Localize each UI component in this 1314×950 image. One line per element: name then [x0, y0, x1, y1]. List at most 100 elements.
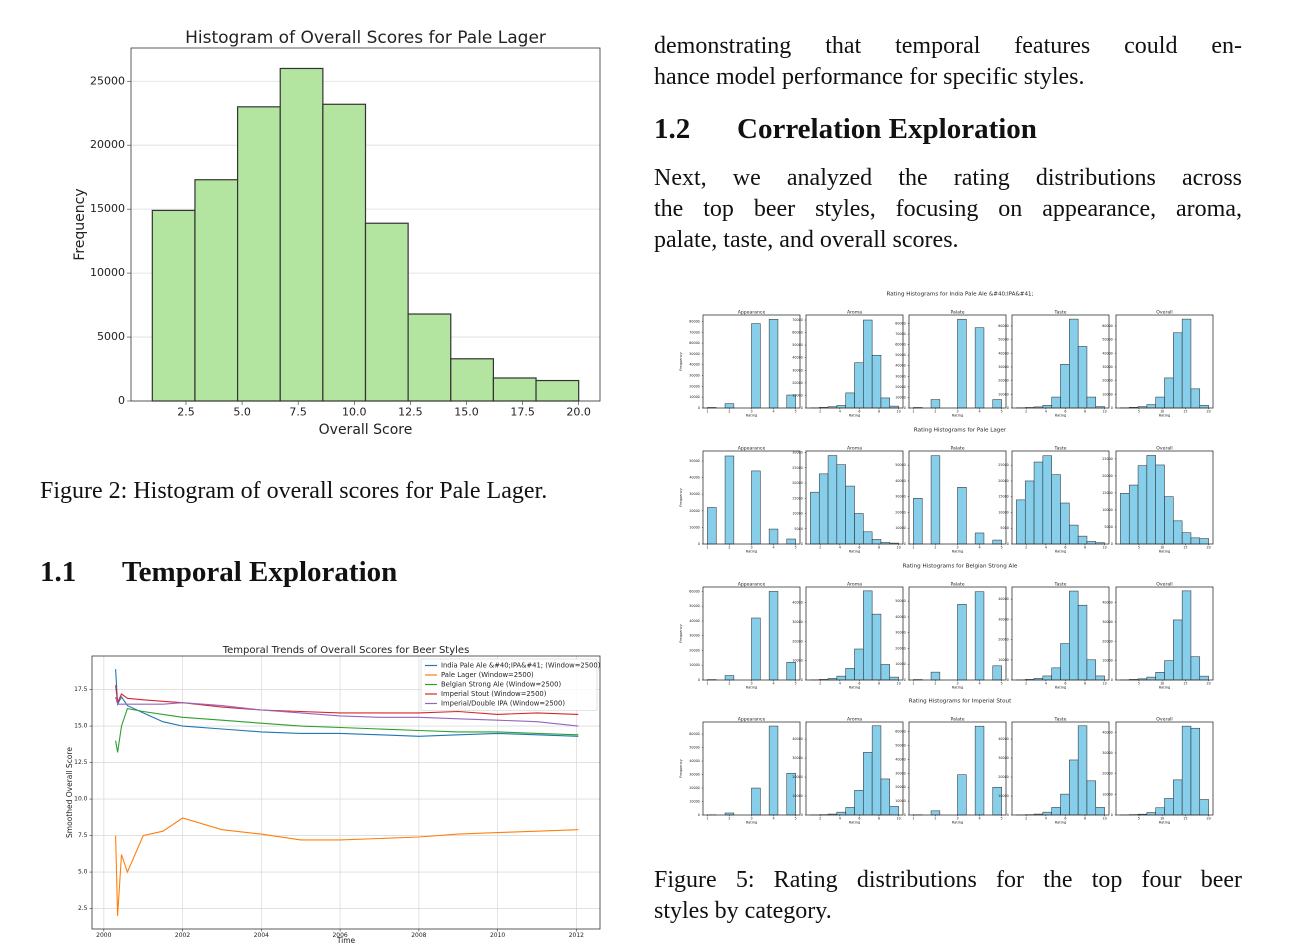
- y-tick-label: 20000: [689, 509, 700, 513]
- x-tick-label: 2: [819, 817, 821, 821]
- y-axis-label: Frequency: [679, 487, 683, 506]
- x-tick-label: 1: [912, 682, 914, 686]
- legend-box: [420, 658, 598, 711]
- bar: [1190, 388, 1201, 409]
- x-tick-label: 2: [819, 682, 821, 686]
- bar: [974, 725, 985, 816]
- bar: [930, 455, 941, 545]
- y-tick-label: 25000: [998, 463, 1009, 467]
- y-tick-label: 10000: [895, 526, 906, 530]
- bar: [1060, 502, 1070, 545]
- y-tick-label: 10000: [895, 395, 906, 399]
- plot-frame: [1011, 314, 1110, 409]
- x-tick-label: 3: [956, 410, 958, 414]
- x-tick-label: 2: [728, 410, 730, 414]
- chart-title: Palate: [950, 582, 964, 588]
- x-tick-label: 8: [878, 682, 880, 686]
- y-tick-label: 10000: [998, 794, 1009, 798]
- y-tick-label: 5.0: [78, 869, 88, 876]
- bar: [1128, 484, 1139, 545]
- x-tick-label: 8: [1084, 410, 1086, 414]
- bar: [889, 676, 899, 681]
- bar: [1173, 332, 1183, 409]
- bar: [871, 539, 882, 545]
- x-tick-label: 5: [795, 682, 797, 686]
- x-tick-label: 12.5: [398, 406, 423, 419]
- y-tick-label: 40000: [895, 615, 906, 619]
- y-tick-label: 40000: [1102, 730, 1113, 734]
- bar: [1042, 455, 1052, 545]
- bar: [974, 327, 985, 409]
- x-tick-label: 10: [1102, 546, 1106, 550]
- plot-frame: [1011, 586, 1110, 681]
- bar: [974, 591, 985, 681]
- y-tick-label: 0: [904, 678, 906, 682]
- y-tick-label: 12.5: [74, 759, 88, 766]
- x-tick-label: 3: [750, 410, 752, 414]
- plot-frame: [805, 721, 904, 816]
- bar: [863, 319, 873, 409]
- y-tick-label: 20000: [792, 775, 803, 779]
- bar: [1190, 656, 1201, 681]
- x-tick-label: 10: [896, 546, 900, 550]
- x-tick-label: 6: [1064, 546, 1066, 550]
- plot-frame: [1115, 721, 1214, 816]
- y-axis-label: Frequency: [679, 623, 683, 642]
- x-tick-label: 2: [934, 546, 936, 550]
- bar: [768, 319, 779, 409]
- y-tick-label: 30000: [1102, 751, 1113, 755]
- bar: [1137, 465, 1148, 545]
- y-axis-label: Frequency: [72, 188, 88, 260]
- x-axis-label: Rating: [1055, 550, 1067, 554]
- x-tick-label: 3: [750, 682, 752, 686]
- y-tick-label: 10000: [1102, 792, 1113, 796]
- y-tick-label: 50000: [895, 744, 906, 748]
- bar: [957, 774, 967, 816]
- bar: [1033, 461, 1044, 545]
- x-tick-label: 5: [795, 817, 797, 821]
- x-tick-label: 2: [728, 546, 730, 550]
- bar: [992, 665, 1002, 681]
- y-tick-label: 30000: [998, 617, 1009, 621]
- x-axis-label: Rating: [746, 414, 758, 418]
- y-tick-label: 30000: [792, 756, 803, 760]
- y-tick-label: 10000: [1102, 392, 1113, 396]
- x-tick-label: 2: [819, 410, 821, 414]
- bar: [854, 513, 864, 545]
- x-tick-label: 15: [1183, 410, 1187, 414]
- y-tick-label: 5000: [794, 527, 802, 531]
- x-axis-label: Overall Score: [319, 422, 413, 438]
- bar: [845, 668, 855, 681]
- x-tick-label: 4: [839, 817, 841, 821]
- bar: [535, 379, 580, 402]
- x-tick-label: 15: [1183, 546, 1187, 550]
- y-tick-label: 0: [904, 542, 906, 546]
- y-tick-label: 15000: [1102, 491, 1113, 495]
- bar: [1155, 807, 1165, 816]
- bar: [492, 377, 537, 402]
- bar: [1173, 619, 1183, 681]
- legend-label: Imperial/Double IPA (Window=2500): [441, 700, 565, 708]
- bar: [845, 485, 855, 545]
- x-tick-label: 3: [750, 817, 752, 821]
- bar: [768, 591, 779, 681]
- bar: [863, 531, 873, 545]
- y-tick-label: 25000: [1102, 457, 1113, 461]
- bar: [1077, 604, 1088, 681]
- bar: [854, 790, 864, 816]
- bar: [889, 806, 899, 816]
- row-title: Rating Histograms for Pale Lager: [914, 428, 1007, 434]
- bar: [863, 590, 873, 681]
- x-tick-label: 3: [956, 817, 958, 821]
- chart-title: Appearance: [738, 582, 766, 588]
- x-tick-label: 2: [728, 817, 730, 821]
- y-tick-label: 0: [904, 813, 906, 817]
- x-tick-label: 5.0: [233, 406, 251, 419]
- x-tick-label: 8: [878, 546, 880, 550]
- x-tick-label: 6: [858, 410, 860, 414]
- bar: [751, 787, 761, 816]
- y-tick-label: 0: [801, 813, 803, 817]
- bar: [1181, 318, 1192, 409]
- bar: [992, 539, 1002, 545]
- y-tick-label: 20000: [792, 381, 803, 385]
